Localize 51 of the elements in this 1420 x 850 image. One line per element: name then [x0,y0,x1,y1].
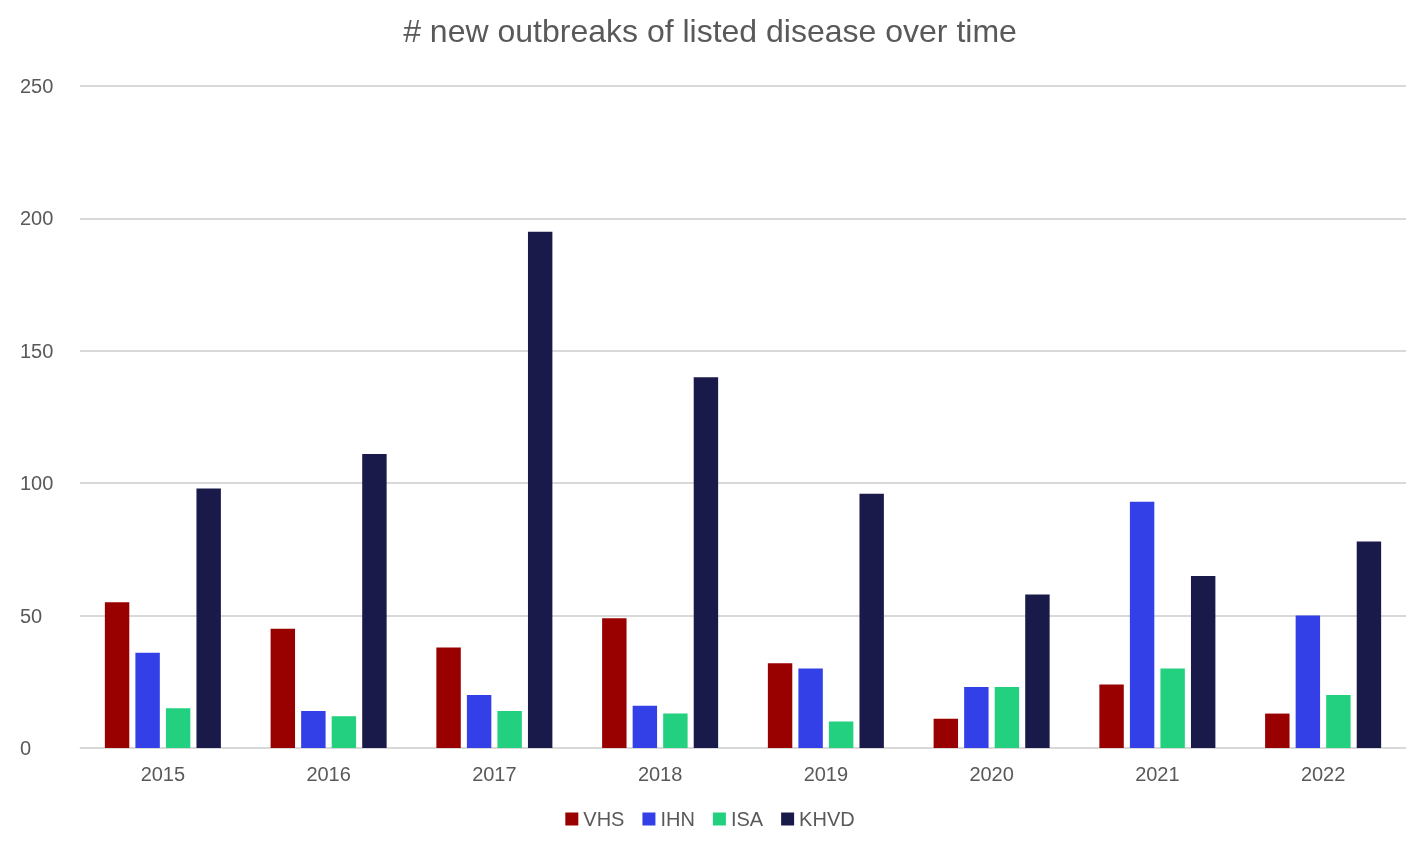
bar [663,713,688,748]
x-tick-label: 2016 [306,763,351,785]
bar [1129,501,1155,748]
x-tick-label: 2020 [969,763,1014,785]
bar [1356,541,1382,748]
bar [497,710,522,748]
bar [362,454,387,748]
x-tick-label: 2018 [637,763,683,785]
bar [964,687,989,748]
bar [693,377,719,748]
bar [104,602,130,748]
bar [270,628,296,748]
bar [767,663,793,748]
bar [828,721,854,748]
bar [994,687,1020,748]
legend-label: ISA [730,808,764,830]
legend-label: VHS [583,808,625,830]
y-tick-label: 100 [20,472,54,495]
bar [165,708,191,748]
x-tick-label: 2017 [472,763,517,785]
bar [301,710,326,748]
bar [1160,668,1185,748]
y-tick-label: 0 [20,737,32,759]
y-tick-label: 200 [20,207,54,230]
chart-title: # new outbreaks of listed disease over time [403,13,1017,49]
bar [798,668,823,748]
y-tick-label: 150 [20,339,54,362]
bar [933,718,959,748]
bar [632,705,658,748]
x-tick-label: 2019 [803,763,849,785]
bar [196,488,221,748]
bar [1099,684,1124,748]
legend-label: IHN [660,808,695,830]
x-tick-label: 2021 [1135,763,1180,785]
bar [331,716,357,748]
bar [436,647,461,748]
bar [1295,615,1321,748]
bar [1326,695,1351,748]
x-tick-label: 2022 [1300,763,1346,785]
bar [1265,713,1290,748]
bar [1025,594,1050,748]
bar [859,493,884,748]
x-tick-label: 2015 [140,763,186,785]
bar [1190,575,1216,748]
bar [602,618,627,748]
y-tick-label: 50 [20,604,43,627]
bar [527,231,553,748]
legend-label: KHVD [799,808,855,830]
y-tick-label: 250 [20,75,54,97]
bar [135,652,160,748]
bar [466,695,492,748]
